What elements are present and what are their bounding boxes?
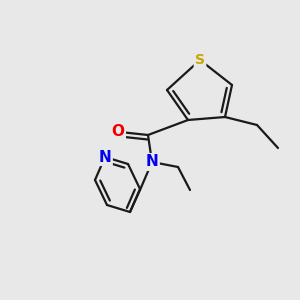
Text: N: N xyxy=(99,149,111,164)
Text: S: S xyxy=(195,53,205,67)
Text: O: O xyxy=(112,124,124,140)
Text: N: N xyxy=(146,154,158,169)
